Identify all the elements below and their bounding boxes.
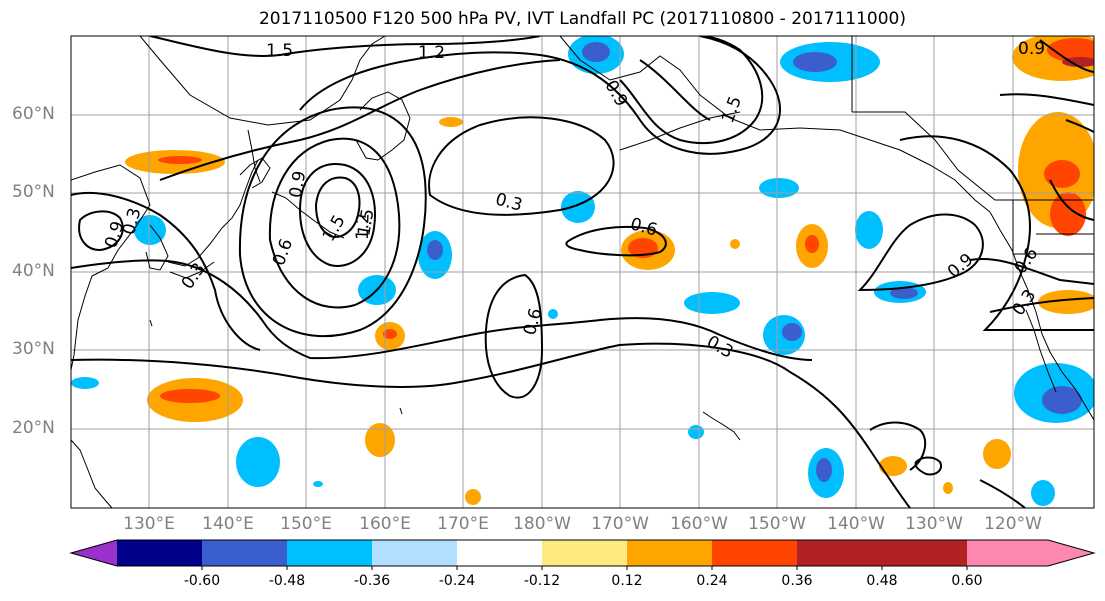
colorbar-segment <box>542 540 627 566</box>
borders <box>851 36 1094 255</box>
colorbar-segment <box>627 540 712 566</box>
lon-label: 130°W <box>905 514 963 534</box>
lon-label: 170°E <box>437 514 489 534</box>
contour-label: 1.5 <box>266 41 293 61</box>
colorbar-segment <box>882 540 967 566</box>
lat-label: 40°N <box>12 261 55 281</box>
colorbar-segment <box>202 540 287 566</box>
colorbar-segment <box>712 540 797 566</box>
contour-label: 1.5 <box>354 207 378 237</box>
lon-label: 130°E <box>123 514 175 534</box>
colorbar-segment <box>457 540 542 566</box>
lon-label: 160°E <box>359 514 411 534</box>
colorbar-tick-label: 0.12 <box>611 573 643 589</box>
lon-label: 150°W <box>748 514 806 534</box>
lon-label: 120°W <box>984 514 1042 534</box>
lat-label: 50°N <box>12 182 55 202</box>
colorbar-tick-label: 0.36 <box>781 573 813 589</box>
lon-label: 160°W <box>670 514 728 534</box>
colorbar-segment <box>797 540 882 566</box>
colorbar-tick-label: -0.60 <box>183 573 221 589</box>
colorbar-tick-label: 0.48 <box>866 573 898 589</box>
colorbar <box>69 539 1096 570</box>
colorbar-segment <box>372 540 457 566</box>
contour-label: 0.9 <box>286 169 310 199</box>
lon-label: 150°E <box>280 514 332 534</box>
pv-contours <box>71 36 1094 508</box>
colorbar-extend-left <box>71 540 117 566</box>
lat-label: 30°N <box>12 339 55 359</box>
colorbar-tick-label: -0.36 <box>353 573 391 589</box>
colorbar-segment <box>287 540 372 566</box>
lon-label: 140°E <box>202 514 254 534</box>
colorbar-tick-label: 0.24 <box>696 573 728 589</box>
contour-label: 1.2 <box>418 43 445 63</box>
colorbar-tick-label: -0.24 <box>438 573 476 589</box>
colorbar-segment <box>117 540 202 566</box>
coastlines <box>71 36 1094 508</box>
colorbar-tick-label: -0.48 <box>268 573 306 589</box>
lon-label: 180°W <box>513 514 571 534</box>
lat-label: 60°N <box>12 104 55 124</box>
contour-label: 0.9 <box>1018 39 1045 59</box>
lon-label: 170°W <box>591 514 649 534</box>
map-title: 2017110500 F120 500 hPa PV, IVT Landfall… <box>258 9 906 29</box>
shaded-field <box>71 36 1094 506</box>
lat-label: 20°N <box>12 418 55 438</box>
contour-label: 1.2 <box>353 213 374 241</box>
lon-label: 140°W <box>827 514 885 534</box>
map-frame <box>70 35 1095 509</box>
colorbar-tick-label: 0.60 <box>951 573 983 589</box>
colorbar-tick-label: -0.12 <box>523 573 561 589</box>
